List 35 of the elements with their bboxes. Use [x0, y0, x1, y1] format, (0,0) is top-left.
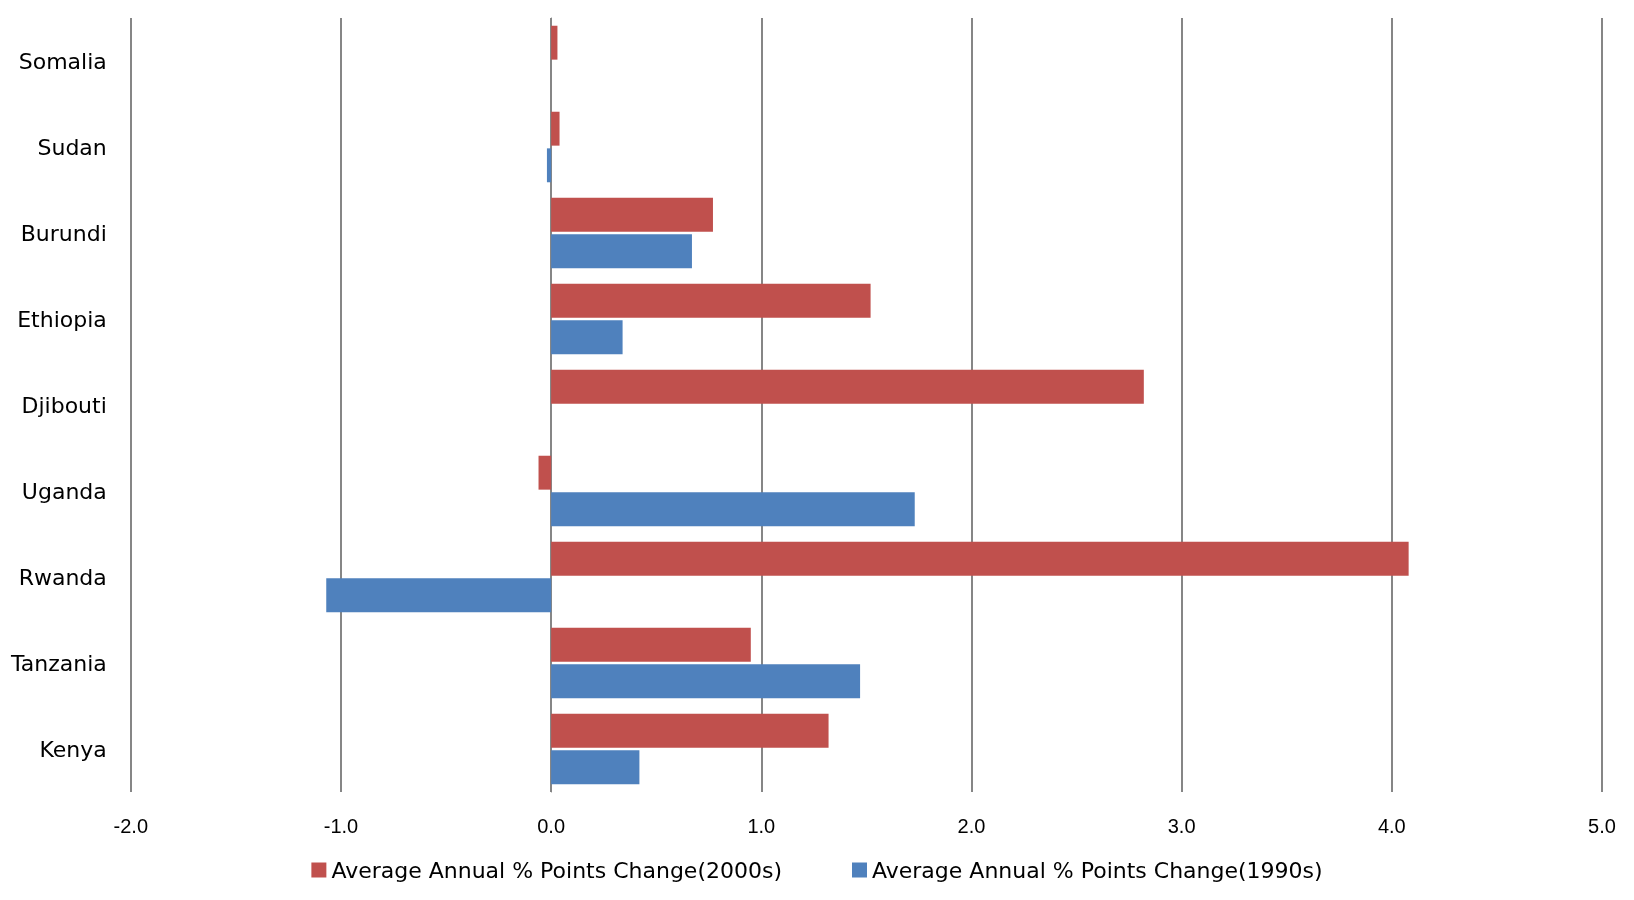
bar	[551, 25, 558, 60]
y-tick-label: Rwanda	[18, 564, 107, 590]
bar	[551, 369, 1144, 404]
bar	[551, 320, 623, 355]
y-tick-label: Tanzania	[9, 650, 107, 676]
bar	[551, 111, 560, 146]
y-tick-label: Somalia	[18, 48, 107, 74]
y-tick-label: Uganda	[21, 478, 107, 504]
bar	[326, 578, 552, 613]
x-tick-label: 2.0	[957, 815, 986, 837]
x-tick-label: -2.0	[113, 815, 149, 837]
x-tick-label: 1.0	[747, 815, 776, 837]
legend-label: Average Annual % Points Change(2000s)	[331, 857, 782, 883]
bar	[551, 541, 1409, 576]
bar	[546, 148, 552, 183]
y-tick-label: Kenya	[39, 736, 107, 762]
y-tick-label: Burundi	[20, 220, 107, 246]
bar	[538, 455, 552, 490]
x-tick-label: 5.0	[1588, 815, 1616, 837]
bar	[551, 197, 713, 232]
bar	[551, 492, 915, 527]
bar	[551, 664, 861, 699]
bar	[551, 234, 692, 269]
x-tick-label: 0.0	[537, 815, 566, 837]
bar	[551, 713, 829, 748]
legend-label: Average Annual % Points Change(1990s)	[872, 857, 1323, 883]
bar	[551, 283, 871, 318]
y-tick-label: Djibouti	[21, 392, 107, 418]
bar	[551, 627, 751, 662]
y-tick-label: Sudan	[37, 134, 107, 160]
bar	[551, 750, 640, 785]
y-tick-label: Ethiopia	[17, 306, 107, 332]
x-tick-label: 4.0	[1377, 815, 1406, 837]
x-tick-label: -1.0	[323, 815, 359, 837]
x-tick-label: 3.0	[1167, 815, 1196, 837]
